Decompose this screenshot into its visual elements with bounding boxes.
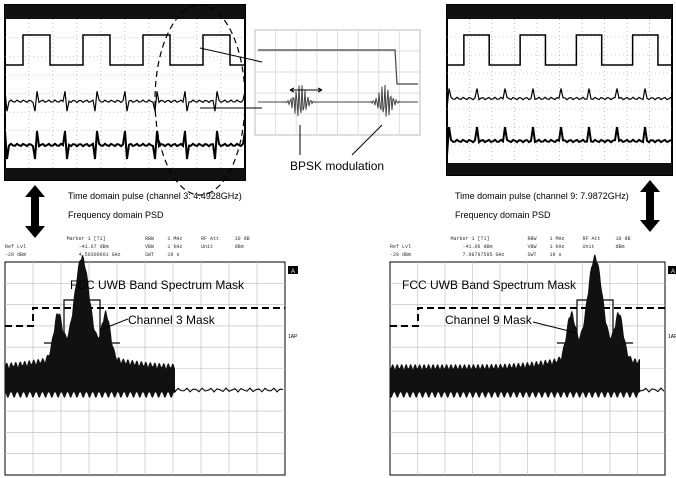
scope-trace [447, 34, 672, 66]
analyzer-header: 19 s [550, 252, 562, 258]
analyzer-header: -41.67 dBm [79, 244, 109, 250]
caption: Time domain pulse (channel 9: 7.9872GHz) [455, 191, 629, 201]
analyzer-header: dBm [616, 244, 625, 250]
scope-bottom-bar [5, 168, 245, 180]
analyzer-header: 7.98797595 GHz [463, 252, 505, 258]
scope-bottom-bar [447, 163, 672, 175]
channel-label: Channel 3 Mask [128, 313, 216, 327]
inset-label: BPSK modulation [290, 159, 384, 173]
analyzer-header: -20 dBm [5, 252, 26, 258]
scope-trace [5, 34, 245, 66]
double-arrow [25, 185, 45, 238]
analyzer-header: 10 dB [235, 236, 250, 242]
side-label: 1AP [288, 334, 298, 340]
analyzer-header: Ref Lvl [5, 244, 26, 250]
analyzer-header: 1 MHz [550, 236, 565, 242]
analyzer-header: 1 kHz [167, 244, 182, 250]
corner-label: A [671, 269, 675, 275]
fcc-mask [390, 307, 665, 327]
dim-arrow [289, 87, 323, 93]
inset-trace [258, 49, 418, 85]
double-arrow [640, 180, 660, 232]
analyzer-header: -20 dBm [390, 252, 411, 258]
analyzer-header: SWT [145, 252, 154, 258]
scope-top-bar [5, 5, 245, 19]
label-arrow [99, 318, 129, 331]
analyzer-header: Unit [201, 244, 213, 250]
analyzer-header: 4.50300601 GHz [79, 252, 121, 258]
analyzer-header: RF Att [201, 236, 219, 242]
analyzer-header: Marker 1 [T1] [67, 236, 106, 242]
spectrum-tail [174, 387, 284, 394]
pointer [199, 47, 263, 109]
scope-top-bar [447, 5, 672, 19]
scope-frame [446, 4, 673, 176]
spectrum [5, 254, 175, 398]
analyzer-header: Marker 1 [T1] [451, 236, 490, 242]
caption: Frequency domain PSD [68, 210, 164, 220]
scope-trace [4, 91, 246, 112]
analyzer-header: Unit [583, 244, 595, 250]
analyzer-header: dBm [235, 244, 244, 250]
side-label: 1AP [668, 334, 676, 340]
spectrum [390, 254, 640, 398]
channel-label: Channel 9 Mask [445, 313, 533, 327]
mask-label: FCC UWB Band Spectrum Mask [402, 278, 577, 292]
zoom-ellipse [154, 4, 246, 196]
scope-trace [4, 130, 246, 160]
analyzer-header: Ref Lvl [390, 244, 411, 250]
analyzer-header: RBW [528, 236, 537, 242]
fcc-mask [5, 307, 285, 327]
analyzer-header: 1 kHz [550, 244, 565, 250]
analyzer-header: SWT [528, 252, 537, 258]
analyzer-header: 19 s [167, 252, 179, 258]
spectrum-tail [639, 387, 665, 393]
mask-label: FCC UWB Band Spectrum Mask [70, 278, 245, 292]
corner-label: A [291, 269, 295, 275]
analyzer-header: 10 dB [616, 236, 631, 242]
caption: Frequency domain PSD [455, 210, 551, 220]
scope-trace [446, 88, 672, 109]
corner-box [288, 266, 298, 274]
analyzer-header: 1 MHz [167, 236, 182, 242]
corner-box [668, 266, 676, 274]
analyzer-header: VBW [145, 244, 154, 250]
analyzer-header: RBW [145, 236, 154, 242]
analyzer-header: VBW [528, 244, 537, 250]
scope-trace [446, 126, 672, 156]
caption: Time domain pulse (channel 3: 4.4928GHz) [68, 191, 242, 201]
analyzer-header: RF Att [583, 236, 601, 242]
analyzer-header: -41.06 dBm [463, 244, 493, 250]
inset-trace [258, 85, 418, 117]
label-arrow [532, 321, 578, 334]
pointer [299, 124, 383, 156]
